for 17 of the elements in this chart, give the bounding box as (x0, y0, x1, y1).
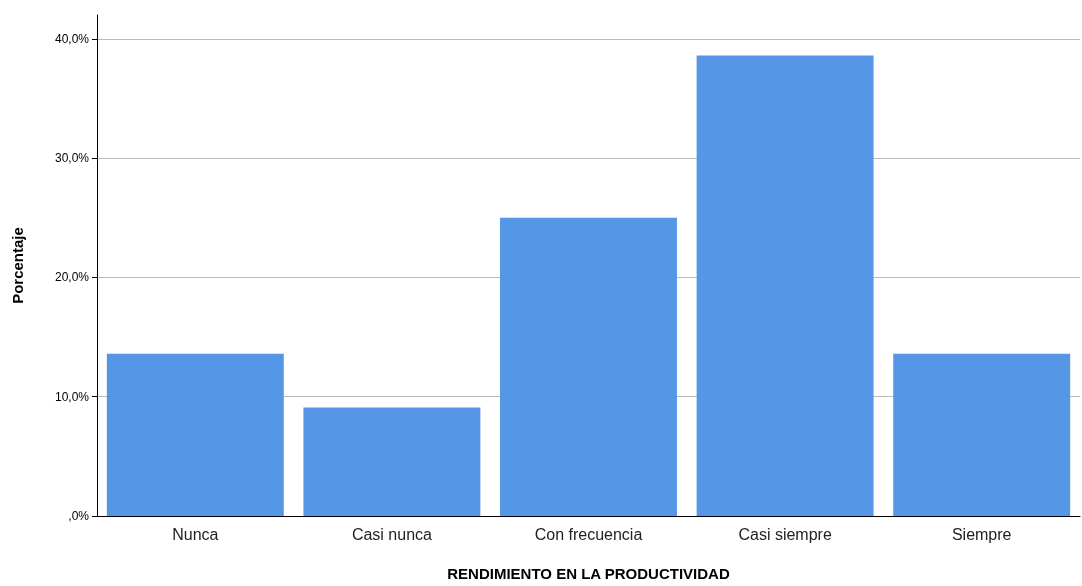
y-axis-title: Porcentaje (9, 227, 26, 304)
bar (696, 55, 874, 516)
x-tick-label: Con frecuencia (534, 525, 643, 543)
y-tick-label: 30,0% (54, 151, 90, 166)
bar (106, 353, 284, 516)
y-tick-label: 40,0% (54, 31, 90, 46)
bar (303, 407, 481, 516)
x-axis-title: RENDIMIENTO EN LA PRODUCTIVIDAD (447, 565, 730, 582)
y-tick-label: ,0% (68, 509, 90, 523)
x-tick-label: Siempre (951, 525, 1012, 543)
bar (500, 217, 677, 516)
x-tick-label: Casi siempre (738, 525, 832, 543)
y-tick-label: 10,0% (54, 389, 90, 404)
y-tick-label: 20,0% (54, 270, 90, 285)
bar (893, 353, 1071, 516)
x-tick-label: Casi nunca (351, 525, 433, 543)
x-tick-label: Nunca (172, 525, 219, 543)
